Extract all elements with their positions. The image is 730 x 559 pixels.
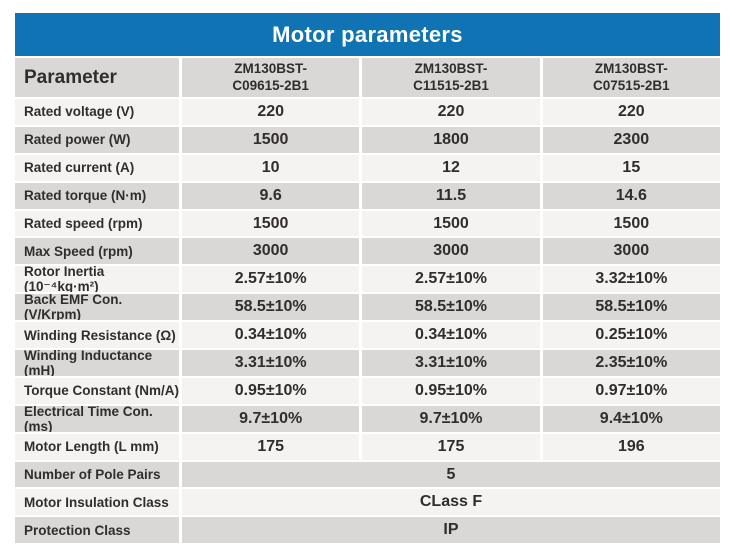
param-label: Back EMF Con. (V/Krpm)	[15, 294, 179, 321]
param-value: 1800	[362, 126, 540, 153]
param-header-cell: Parameter	[15, 58, 179, 97]
param-value: 14.6	[542, 182, 720, 209]
param-value: 220	[542, 99, 720, 125]
param-value: 220	[362, 99, 540, 125]
param-value: 10	[182, 154, 360, 181]
param-label: Electrical Time Con. (ms)	[15, 405, 179, 432]
param-value: 11.5	[362, 182, 540, 209]
param-value: 58.5±10%	[362, 294, 540, 321]
motor-parameters-table: Parameter ZM130BST- C09615-2B1 ZM130BST-…	[15, 58, 720, 544]
param-value-spanning: CLass F	[182, 489, 720, 516]
param-label: Rated power (W)	[15, 126, 179, 153]
param-value: 1500	[542, 210, 720, 237]
param-label: Motor Length (L mm)	[15, 433, 179, 460]
param-value: 9.4±10%	[542, 405, 720, 432]
param-label: Winding Inductance (mH)	[15, 350, 179, 376]
param-value: 0.97±10%	[542, 377, 720, 404]
param-value: 12	[362, 154, 540, 181]
param-value: 1500	[182, 126, 360, 153]
param-value: 9.7±10%	[182, 405, 360, 432]
param-value: 0.34±10%	[182, 322, 360, 349]
param-label: Rated voltage (V)	[15, 99, 179, 125]
param-label: Rated current (A)	[15, 154, 179, 181]
param-value: 2300	[542, 126, 720, 153]
param-value: 9.7±10%	[362, 405, 540, 432]
param-value: 58.5±10%	[542, 294, 720, 321]
param-value: 1500	[362, 210, 540, 237]
param-value: 1500	[182, 210, 360, 237]
param-label: Torque Constant (Nm/A)	[15, 377, 179, 404]
param-label: Rated torque (N·m)	[15, 182, 179, 209]
param-label: Motor Insulation Class	[15, 489, 179, 516]
param-value: 2.35±10%	[542, 350, 720, 376]
page-title: Motor parameters	[272, 21, 463, 47]
param-label: Rotor Inertia (10⁻⁴kg·m²)	[15, 266, 179, 293]
param-label: Max Speed (rpm)	[15, 238, 179, 265]
param-value: 2.57±10%	[362, 266, 540, 293]
param-value: 3.32±10%	[542, 266, 720, 293]
param-value: 0.95±10%	[182, 377, 360, 404]
param-value: 175	[182, 433, 360, 460]
param-value: 0.25±10%	[542, 322, 720, 349]
param-value: 9.6	[182, 182, 360, 209]
param-value-spanning: IP	[182, 517, 720, 544]
param-value: 3000	[182, 238, 360, 265]
param-value: 3.31±10%	[362, 350, 540, 376]
model-header-cell-2: ZM130BST- C11515-2B1	[362, 58, 540, 97]
param-label: Number of Pole Pairs	[15, 461, 179, 488]
param-value: 58.5±10%	[182, 294, 360, 321]
param-value: 220	[182, 99, 360, 125]
model-header-cell-1: ZM130BST- C09615-2B1	[182, 58, 360, 97]
param-value: 2.57±10%	[182, 266, 360, 293]
param-value: 196	[542, 433, 720, 460]
param-value: 175	[362, 433, 540, 460]
param-label: Winding Resistance (Ω)	[15, 322, 179, 349]
model-header-cell-3: ZM130BST- C07515-2B1	[542, 58, 720, 97]
param-value: 15	[542, 154, 720, 181]
param-value: 3.31±10%	[182, 350, 360, 376]
param-value: 0.95±10%	[362, 377, 540, 404]
param-value: 3000	[362, 238, 540, 265]
param-label: Rated speed (rpm)	[15, 210, 179, 237]
title-bar: Motor parameters	[15, 13, 720, 56]
param-value-spanning: 5	[182, 461, 720, 488]
param-value: 0.34±10%	[362, 322, 540, 349]
param-label: Protection Class	[15, 517, 179, 544]
param-value: 3000	[542, 238, 720, 265]
